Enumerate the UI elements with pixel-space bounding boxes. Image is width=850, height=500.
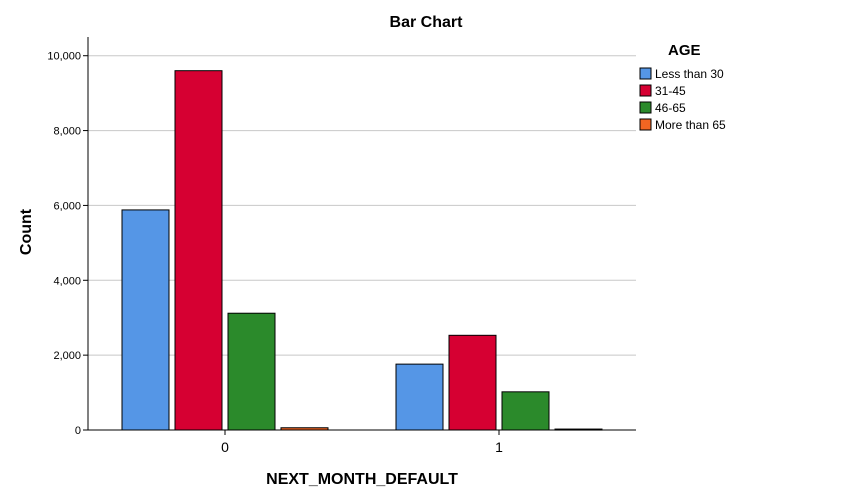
- legend-label: More than 65: [655, 118, 726, 132]
- y-tick-label: 8,000: [53, 126, 81, 138]
- y-tick-label: 0: [75, 425, 81, 437]
- x-tick-label: 1: [495, 439, 503, 455]
- bar: [395, 363, 444, 431]
- bar: [121, 209, 170, 431]
- y-tick-label: 6,000: [53, 200, 81, 212]
- legend-swatch: [639, 67, 652, 80]
- x-axis-label: NEXT_MONTH_DEFAULT: [266, 471, 458, 488]
- bar: [448, 334, 497, 431]
- legend-label: 31-45: [655, 84, 686, 98]
- y-axis-label: Count: [18, 208, 35, 255]
- bar: [280, 427, 329, 431]
- bar: [554, 428, 603, 431]
- bar: [501, 391, 550, 431]
- x-tick-label: 0: [221, 439, 229, 455]
- legend-swatch: [639, 84, 652, 97]
- legend-swatch: [639, 118, 652, 131]
- legend-title: AGE: [668, 42, 701, 59]
- y-tick-label: 4,000: [53, 275, 81, 287]
- y-tick-label: 10,000: [47, 51, 81, 63]
- legend-label: 46-65: [655, 101, 686, 115]
- legend-label: Less than 30: [655, 67, 724, 81]
- chart-title: Bar Chart: [390, 14, 464, 31]
- bar: [227, 312, 276, 431]
- bar: [174, 70, 223, 431]
- legend-swatch: [639, 101, 652, 114]
- plot-area: 0 2,000 4,000 6,000 8,000 10,000 0 1: [47, 37, 636, 455]
- legend: AGE Less than 30 31-45 46-65 More than 65: [639, 42, 726, 132]
- y-tick-label: 2,000: [53, 350, 81, 362]
